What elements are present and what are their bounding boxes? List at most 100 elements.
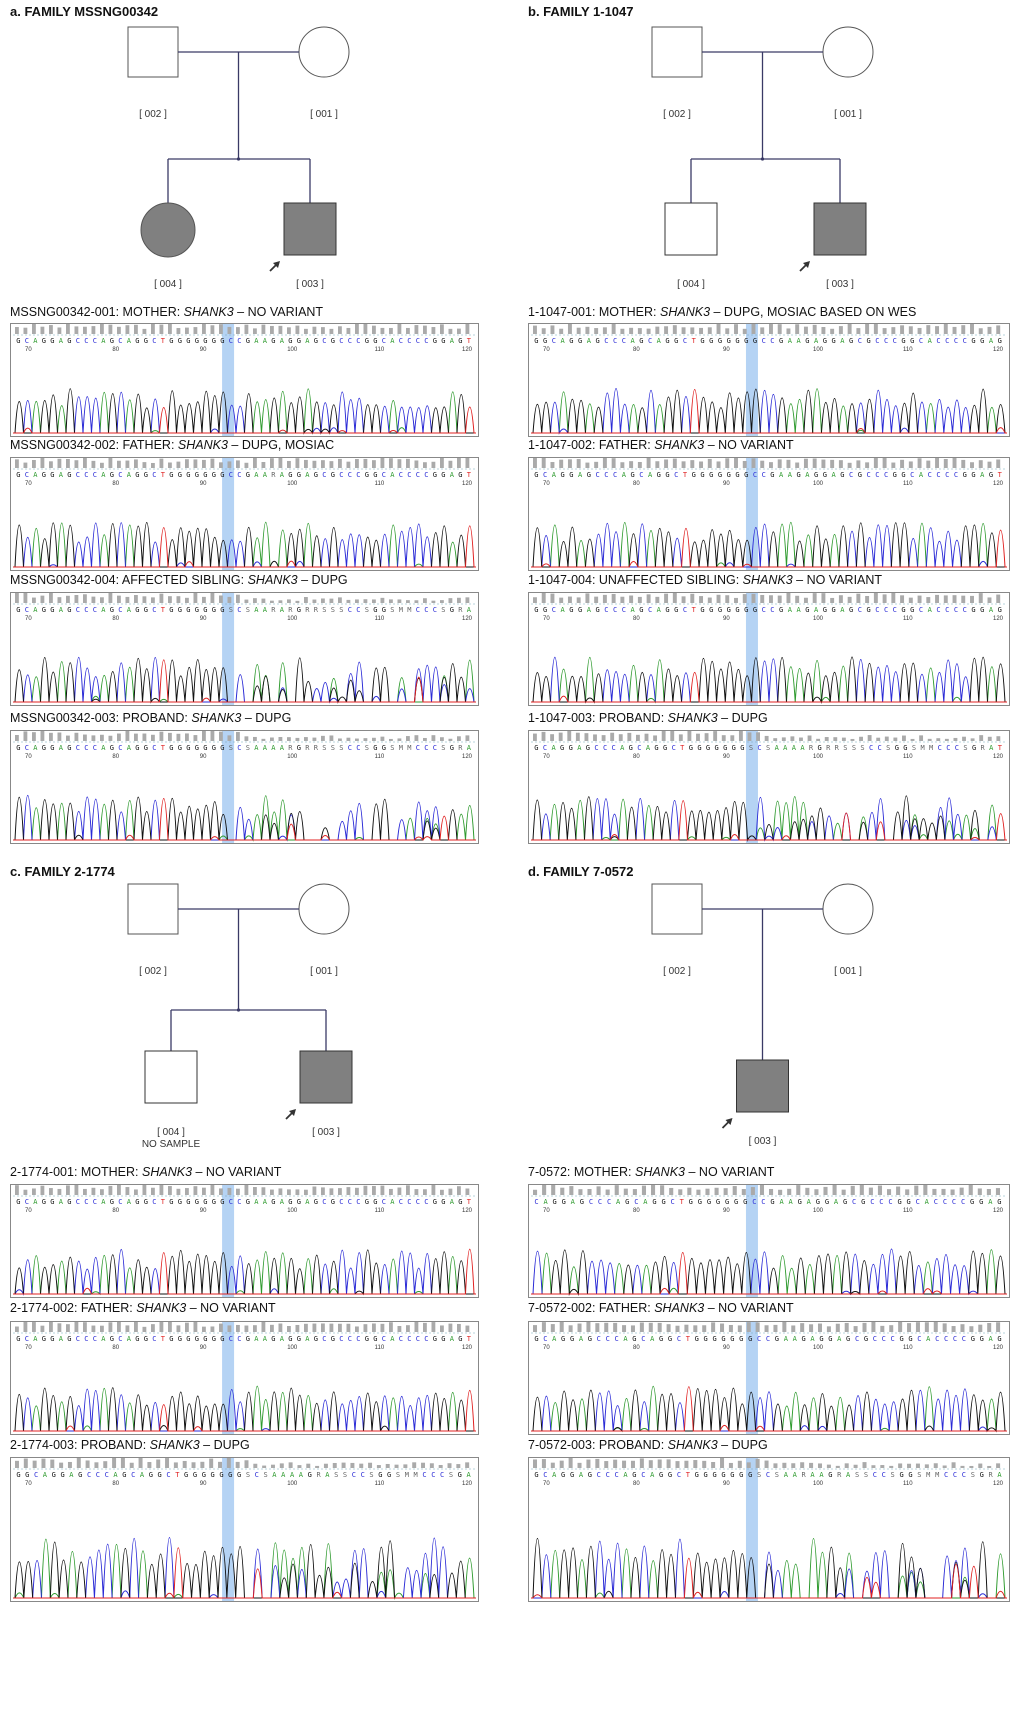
svg-text:G: G <box>373 337 377 345</box>
svg-text:C: C <box>93 744 97 752</box>
svg-text:A: A <box>997 1471 1002 1479</box>
svg-text:C: C <box>237 1198 241 1206</box>
svg-text:110: 110 <box>903 1208 913 1214</box>
svg-text:G: G <box>587 471 591 479</box>
svg-text:A: A <box>784 1471 789 1479</box>
father-id: [ 002 ] <box>663 109 691 120</box>
svg-text:G: G <box>211 1471 215 1479</box>
svg-text:A: A <box>127 1335 132 1343</box>
svg-text:C: C <box>229 471 233 479</box>
svg-text:A: A <box>101 1335 106 1343</box>
svg-text:120: 120 <box>993 1345 1004 1351</box>
svg-text:C: C <box>118 471 122 479</box>
svg-text:T: T <box>161 1198 166 1206</box>
pedigree-diagram: [ 002 ] [ 001 ] [ 004 ]NO SAMPLE [ 003 ] <box>127 883 353 1150</box>
svg-text:A: A <box>450 1198 455 1206</box>
svg-text:G: G <box>450 744 454 752</box>
svg-text:G: G <box>805 337 809 345</box>
svg-text:C: C <box>954 471 958 479</box>
svg-text:G: G <box>630 471 634 479</box>
svg-text:C: C <box>407 1335 411 1343</box>
svg-text:G: G <box>657 471 661 479</box>
svg-text:C: C <box>952 1198 956 1206</box>
svg-text:C: C <box>543 1335 547 1343</box>
trace-label: MSSNG00342-001: MOTHER: SHANK3 – NO VARI… <box>10 305 323 319</box>
svg-text:A: A <box>33 744 38 752</box>
svg-text:G: G <box>659 1335 663 1343</box>
svg-text:G: G <box>980 337 984 345</box>
svg-text:A: A <box>101 744 106 752</box>
svg-text:C: C <box>884 606 888 614</box>
svg-text:G: G <box>184 1471 188 1479</box>
svg-text:C: C <box>613 606 617 614</box>
svg-text:G: G <box>212 1198 216 1206</box>
svg-text:G: G <box>297 1335 301 1343</box>
svg-text:G: G <box>382 744 386 752</box>
svg-text:C: C <box>424 744 428 752</box>
svg-text:S: S <box>369 1471 373 1479</box>
svg-text:120: 120 <box>993 1208 1004 1214</box>
svg-text:120: 120 <box>462 754 473 760</box>
svg-text:G: G <box>450 606 454 614</box>
svg-text:A: A <box>263 337 268 345</box>
svg-text:A: A <box>551 744 556 752</box>
svg-text:C: C <box>875 471 879 479</box>
svg-text:C: C <box>934 1198 938 1206</box>
father-symbol <box>127 26 179 78</box>
svg-text:A: A <box>926 1335 931 1343</box>
svg-text:R: R <box>316 1471 321 1479</box>
svg-text:G: G <box>52 1471 56 1479</box>
svg-text:C: C <box>84 471 88 479</box>
svg-text:T: T <box>467 337 472 345</box>
svg-text:A: A <box>928 337 933 345</box>
svg-text:G: G <box>700 606 704 614</box>
svg-text:A: A <box>579 1335 584 1343</box>
svg-text:G: G <box>186 744 190 752</box>
svg-text:C: C <box>25 744 29 752</box>
svg-text:A: A <box>587 606 592 614</box>
svg-text:C: C <box>237 1335 241 1343</box>
svg-text:G: G <box>588 1471 592 1479</box>
svg-text:A: A <box>779 1198 784 1206</box>
svg-text:T: T <box>686 1335 691 1343</box>
svg-text:G: G <box>50 1335 54 1343</box>
svg-text:R: R <box>837 1471 842 1479</box>
svg-text:A: A <box>466 1471 471 1479</box>
svg-text:C: C <box>875 606 879 614</box>
mother-id: [ 001 ] <box>834 966 862 977</box>
svg-text:G: G <box>297 744 301 752</box>
svg-text:G: G <box>561 1471 565 1479</box>
svg-text:G: G <box>16 1335 20 1343</box>
svg-text:90: 90 <box>200 1208 207 1214</box>
variant-status: – DUPG, MOSIAC BASED ON WES <box>710 305 917 319</box>
svg-text:110: 110 <box>903 481 913 487</box>
svg-text:90: 90 <box>200 1481 207 1487</box>
svg-text:120: 120 <box>993 754 1004 760</box>
svg-text:C: C <box>382 337 386 345</box>
svg-text:120: 120 <box>462 616 473 622</box>
svg-text:A: A <box>779 471 784 479</box>
svg-text:C: C <box>882 1335 886 1343</box>
svg-text:G: G <box>903 744 907 752</box>
svg-text:C: C <box>954 337 958 345</box>
svg-text:G: G <box>534 471 538 479</box>
svg-text:S: S <box>263 1471 267 1479</box>
svg-text:90: 90 <box>723 1481 730 1487</box>
svg-text:C: C <box>943 1198 947 1206</box>
svg-text:G: G <box>639 606 643 614</box>
svg-text:G: G <box>373 1198 377 1206</box>
svg-text:G: G <box>823 337 827 345</box>
svg-text:S: S <box>886 744 890 752</box>
svg-text:C: C <box>76 744 80 752</box>
svg-text:C: C <box>382 1198 386 1206</box>
svg-text:C: C <box>858 606 862 614</box>
svg-text:C: C <box>152 1198 156 1206</box>
svg-text:G: G <box>823 606 827 614</box>
svg-text:C: C <box>348 744 352 752</box>
svg-text:S: S <box>775 1471 779 1479</box>
svg-text:T: T <box>161 1335 166 1343</box>
svg-text:G: G <box>203 1335 207 1343</box>
svg-text:A: A <box>33 1335 38 1343</box>
variant-status: – NO VARIANT <box>192 1165 282 1179</box>
svg-text:G: G <box>632 1335 636 1343</box>
